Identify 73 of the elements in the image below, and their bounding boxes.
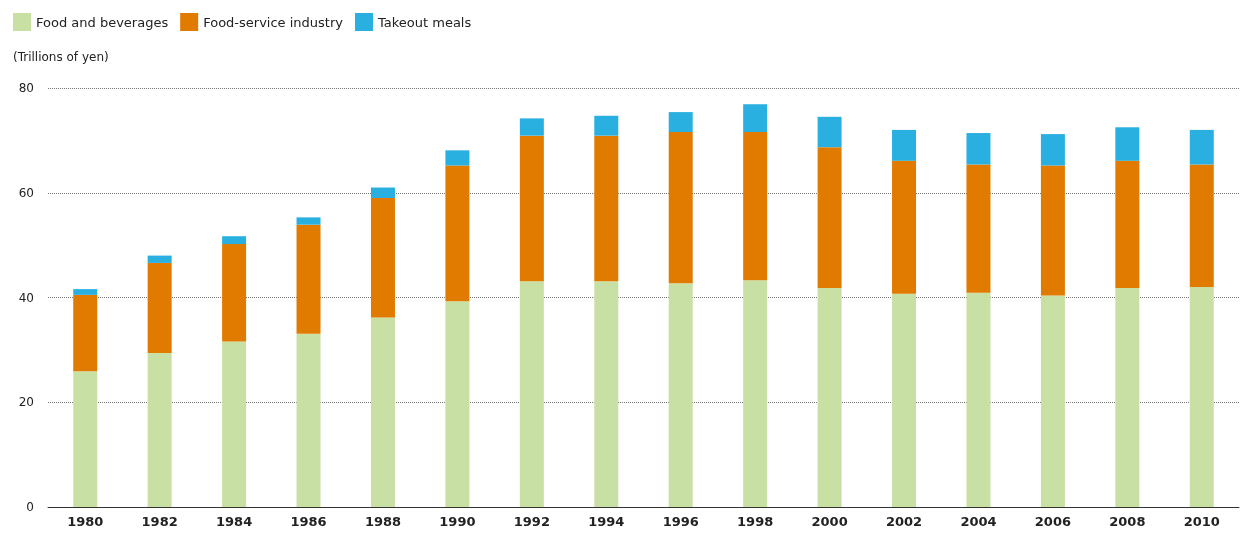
bar <box>73 294 98 372</box>
bar <box>1040 165 1065 296</box>
bar <box>817 288 842 507</box>
x-tick-label: 1982 <box>141 514 178 529</box>
bar <box>1040 295 1065 507</box>
bar <box>892 293 917 507</box>
bar <box>892 160 917 294</box>
bar <box>73 289 98 295</box>
x-tick-label: 1984 <box>216 514 253 529</box>
y-tick-label: 0 <box>26 500 34 514</box>
bar <box>519 135 544 282</box>
legend-label: Takeout meals <box>376 14 472 30</box>
x-tick-label: 1980 <box>67 514 104 529</box>
x-tick-label: 2006 <box>1034 514 1071 529</box>
bar <box>1189 129 1214 165</box>
bar <box>966 164 991 293</box>
bar <box>370 197 395 318</box>
y-tick-label: 80 <box>18 81 34 95</box>
x-tick-label: 1994 <box>588 514 625 529</box>
x-tick-label: 2004 <box>960 514 997 529</box>
bar <box>296 333 321 507</box>
bar <box>147 255 172 263</box>
bar <box>743 132 768 281</box>
y-axis-title: (Trillions of yen) <box>13 50 109 64</box>
bar <box>668 132 693 284</box>
bar <box>668 283 693 507</box>
bar <box>296 217 321 225</box>
y-tick-label: 20 <box>18 395 34 410</box>
bar <box>817 116 842 148</box>
x-tick-label: 2010 <box>1183 514 1220 529</box>
bar <box>743 104 768 132</box>
bar <box>370 187 395 198</box>
bar <box>817 147 842 289</box>
x-tick-label: 1992 <box>513 514 550 529</box>
bar <box>147 262 172 354</box>
bar <box>1115 127 1140 161</box>
bar <box>445 150 470 166</box>
y-tick-label: 40 <box>18 290 34 305</box>
y-tick-label: 60 <box>18 185 34 200</box>
bar <box>966 133 991 165</box>
bar <box>1189 164 1214 288</box>
bar <box>519 281 544 507</box>
bar <box>445 301 470 507</box>
x-tick-label: 1998 <box>737 514 774 529</box>
bar <box>370 317 395 507</box>
bar <box>668 112 693 132</box>
bar <box>1115 288 1140 507</box>
bar <box>594 135 619 282</box>
x-tick-label: 1996 <box>662 514 699 529</box>
bar <box>296 224 321 334</box>
x-tick-label: 1990 <box>439 514 476 529</box>
x-tick-label: 2008 <box>1109 514 1146 529</box>
bar <box>147 353 172 507</box>
x-tick-label: 1988 <box>364 514 402 529</box>
bar <box>594 115 619 136</box>
bar <box>222 244 247 342</box>
bar <box>966 292 991 507</box>
x-tick-label: 1986 <box>290 514 327 529</box>
bar <box>743 280 768 507</box>
bar <box>1189 287 1214 507</box>
bar <box>1115 160 1140 289</box>
x-tick-label: 2000 <box>811 514 848 529</box>
bar <box>519 118 544 136</box>
bar <box>222 236 247 245</box>
bar <box>594 281 619 507</box>
bar <box>1040 134 1065 166</box>
legend-label: Food and beverages <box>36 14 169 30</box>
x-tick-label: 2002 <box>885 514 923 529</box>
bar <box>892 129 917 161</box>
bar <box>73 371 98 507</box>
bar <box>222 341 247 507</box>
legend-label: Food-service industry <box>203 14 344 30</box>
bar <box>445 165 470 302</box>
